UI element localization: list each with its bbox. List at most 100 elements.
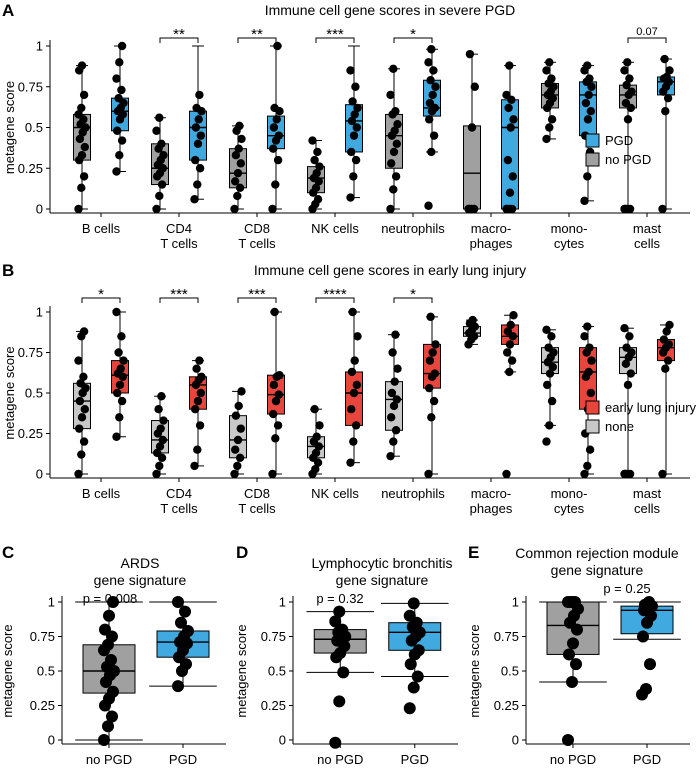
data-point: [154, 405, 163, 414]
data-point: [547, 332, 556, 341]
significance-bracket: [159, 297, 199, 303]
data-point: [586, 107, 595, 116]
data-point: [425, 98, 435, 108]
data-point: [114, 93, 123, 103]
data-point: [509, 311, 518, 320]
data-point: [117, 41, 127, 51]
data-point: [643, 596, 655, 608]
data-point: [107, 685, 119, 698]
data-point: [661, 364, 670, 373]
data-point: [336, 623, 349, 636]
data-point: [621, 359, 631, 369]
data-point: [190, 461, 199, 471]
data-point: [644, 658, 656, 671]
data-point: [662, 72, 671, 82]
y-tick-label: 0.25: [18, 161, 43, 176]
y-axis-label: metagene score: [234, 624, 249, 717]
x-tick-label: PGD: [633, 752, 661, 767]
data-point: [623, 58, 632, 67]
x-tick-label: cells: [634, 501, 661, 516]
y-tick-label: 1: [36, 305, 43, 320]
data-point: [431, 340, 440, 349]
y-tick-label: 0.5: [37, 664, 55, 679]
data-point: [428, 348, 437, 357]
data-point: [270, 103, 279, 113]
data-point: [583, 172, 592, 181]
x-tick-label: cytes: [554, 501, 585, 516]
data-point: [567, 637, 579, 650]
data-point: [196, 388, 205, 398]
data-point: [75, 396, 85, 406]
data-point: [386, 451, 395, 461]
data-point: [389, 185, 398, 194]
x-tick-label: no PGD: [317, 752, 363, 767]
data-point: [191, 405, 200, 414]
data-point: [662, 327, 671, 336]
x-tick-label: neutrophils: [381, 221, 445, 236]
data-point: [79, 327, 89, 336]
data-point: [347, 116, 357, 126]
y-tick-label: 1: [279, 595, 286, 610]
data-point: [431, 82, 440, 91]
data-point: [411, 670, 424, 683]
data-point: [193, 180, 202, 189]
data-point: [545, 421, 554, 430]
data-point: [269, 380, 279, 390]
data-point: [231, 177, 240, 186]
data-point: [196, 131, 205, 140]
data-point: [503, 327, 513, 336]
y-axis-label: metagene score: [2, 346, 17, 439]
data-point: [425, 356, 435, 365]
data-point: [583, 61, 592, 70]
data-point: [113, 388, 122, 398]
data-point: [103, 609, 115, 622]
data-point: [502, 90, 511, 100]
data-point: [352, 380, 361, 390]
data-point: [622, 80, 631, 90]
data-point: [412, 644, 425, 657]
data-point: [351, 421, 361, 430]
x-tick-label: CD4: [166, 486, 192, 501]
significance-bracket: [315, 37, 355, 43]
data-point: [155, 113, 164, 122]
data-point: [661, 107, 670, 116]
data-point: [152, 126, 161, 135]
y-tick-label: 0: [48, 733, 55, 748]
significance-bracket: [159, 37, 199, 43]
x-tick-label: B cells: [82, 486, 121, 501]
y-tick-label: 0.75: [30, 629, 55, 644]
data-point: [503, 348, 512, 357]
data-point: [274, 390, 283, 399]
data-point: [233, 435, 243, 445]
data-point: [235, 183, 245, 193]
data-point: [315, 162, 324, 171]
data-point: [353, 103, 362, 113]
data-point: [503, 155, 513, 165]
y-axis-label: metagene score: [467, 624, 482, 717]
data-point: [468, 315, 477, 325]
data-point: [191, 123, 201, 132]
data-point: [74, 469, 83, 479]
y-tick-label: 1: [36, 39, 43, 54]
data-point: [547, 396, 557, 406]
data-point: [312, 168, 321, 178]
panel-letter: B: [2, 261, 14, 280]
data-point: [430, 369, 439, 378]
data-point: [172, 680, 184, 693]
significance-bracket: [393, 297, 433, 303]
data-point: [505, 61, 514, 70]
y-tick-label: 0.75: [18, 79, 43, 94]
data-point: [157, 392, 166, 401]
data-point: [580, 332, 589, 341]
data-point: [353, 332, 362, 341]
data-point: [407, 681, 420, 694]
data-point: [348, 97, 357, 106]
x-tick-label: cytes: [554, 236, 585, 251]
panel-letter: E: [468, 543, 479, 562]
data-point: [391, 426, 401, 435]
data-point: [665, 320, 674, 330]
data-point: [584, 90, 593, 100]
data-point: [388, 348, 397, 357]
